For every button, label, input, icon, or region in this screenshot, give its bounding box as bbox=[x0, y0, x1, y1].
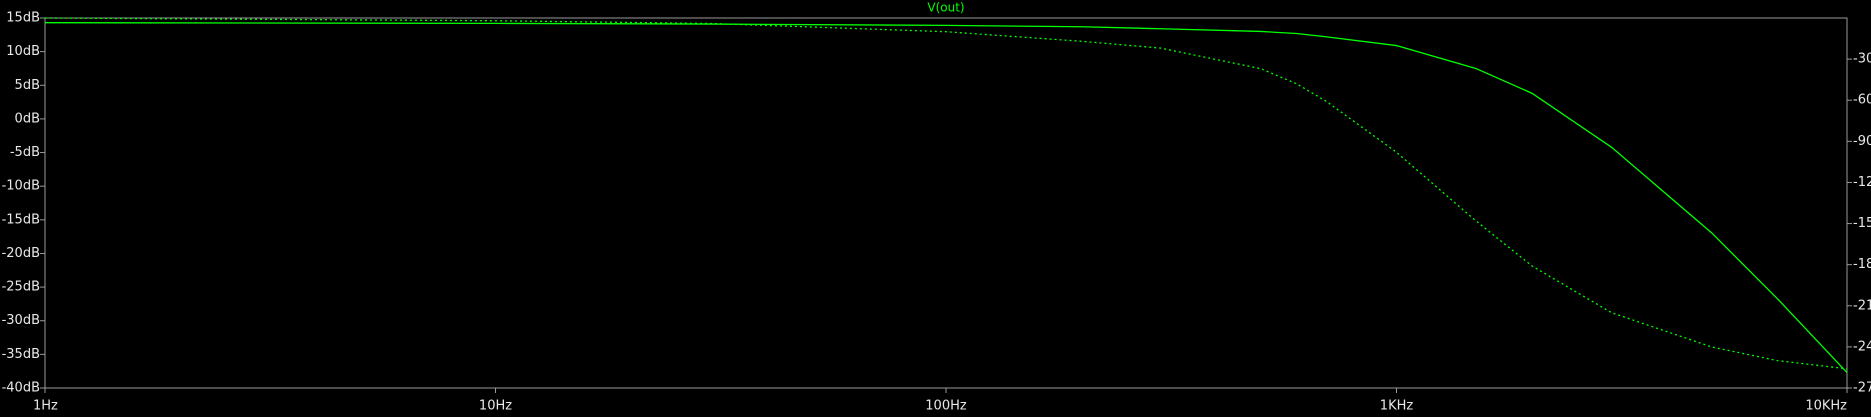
y-tick-label: -10dB bbox=[2, 179, 40, 194]
x-tick-label: 10KHz bbox=[1805, 399, 1847, 414]
y2-tick-label: -240° bbox=[1853, 339, 1871, 354]
y2-tick-label: -270° bbox=[1853, 381, 1871, 396]
y2-tick-label: -120° bbox=[1853, 175, 1871, 190]
x-tick-label: 10Hz bbox=[479, 399, 512, 414]
x-tick-label: 1Hz bbox=[33, 399, 58, 414]
plot-frame bbox=[44, 17, 1848, 389]
y-tick-label: -25dB bbox=[2, 280, 40, 295]
x-tick-label: 100Hz bbox=[925, 399, 967, 414]
phase-line bbox=[44, 17, 1848, 370]
y2-tick-label: -60° bbox=[1853, 93, 1871, 108]
y2-tick-label: -210° bbox=[1853, 298, 1871, 313]
magnitude-line bbox=[44, 22, 1848, 373]
y-tick-label: -5dB bbox=[10, 145, 40, 160]
chart-title: V(out) bbox=[927, 1, 964, 15]
y-tick-label: 10dB bbox=[6, 44, 40, 59]
x-tick-label: 1KHz bbox=[1380, 399, 1414, 414]
y-tick-label: -20dB bbox=[2, 246, 40, 261]
y-tick-label: -35dB bbox=[2, 347, 40, 362]
y-tick-label: -40dB bbox=[2, 381, 40, 396]
y2-tick-label: -90° bbox=[1853, 134, 1871, 149]
y2-tick-label: -180° bbox=[1853, 257, 1871, 272]
y-tick-label: -15dB bbox=[2, 212, 40, 227]
y-tick-label: 15dB bbox=[6, 11, 40, 26]
y-tick-label: 0dB bbox=[15, 111, 40, 126]
y-tick-label: -30dB bbox=[2, 313, 40, 328]
y2-tick-label: -150° bbox=[1853, 216, 1871, 231]
y-tick-label: 5dB bbox=[15, 78, 40, 93]
y2-tick-label: -30° bbox=[1853, 52, 1871, 67]
